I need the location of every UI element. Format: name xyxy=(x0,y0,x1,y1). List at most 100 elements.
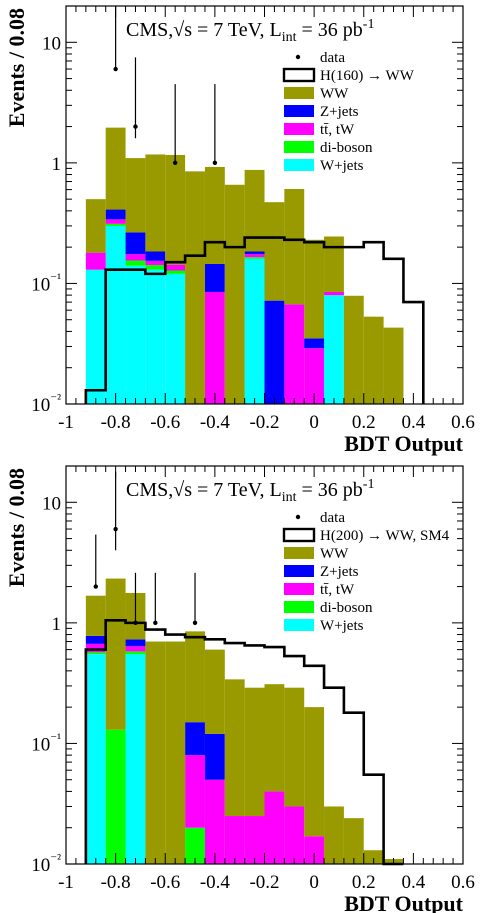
legend-label: WW xyxy=(320,546,349,562)
chart-title: CMS,√s = 7 TeV, Lint = 36 pb-1 xyxy=(126,477,374,505)
legend-data-marker xyxy=(295,514,301,520)
x-tick-label: -0.2 xyxy=(249,872,279,893)
x-tick-label: -0.2 xyxy=(249,412,279,433)
bar-ww-2 xyxy=(125,158,146,233)
bar-ttbar-12 xyxy=(324,291,344,296)
bar-ww-11 xyxy=(304,707,325,837)
bar-ttbar-4 xyxy=(165,264,186,271)
bar-diboson-2 xyxy=(125,260,146,266)
y-tick-label: 10⁻¹ xyxy=(31,270,61,295)
bar-wjets-8 xyxy=(244,258,265,404)
bar-ww-6 xyxy=(204,166,225,264)
bar-wjets-3 xyxy=(145,269,166,404)
bar-diboson-3 xyxy=(145,265,166,270)
bar-ww-3 xyxy=(145,154,166,252)
legend-label: di-boson xyxy=(320,600,373,616)
data-point xyxy=(153,620,158,626)
bar-ttbar-10 xyxy=(284,806,305,864)
bar-diboson-2 xyxy=(125,651,146,655)
bar-ww-1 xyxy=(105,127,126,210)
bar-ww-5 xyxy=(185,171,205,404)
legend-swatch-ttbar xyxy=(284,123,314,135)
data-point xyxy=(113,66,118,72)
bar-ttbar-10 xyxy=(284,304,305,404)
bar-ww-10 xyxy=(284,687,305,807)
bar-ww-15 xyxy=(383,327,404,404)
bar-diboson-0 xyxy=(85,652,106,655)
bar-zjets-2 xyxy=(125,232,146,255)
x-tick-label: 0.6 xyxy=(451,412,475,433)
legend-signal-swatch xyxy=(282,527,316,543)
bar-zjets-5 xyxy=(185,722,205,756)
bar-wjets-4 xyxy=(165,273,186,404)
data-point xyxy=(133,620,138,626)
bar-ww-10 xyxy=(284,189,305,305)
legend-swatch-ttbar xyxy=(284,583,314,595)
bar-wjets-1 xyxy=(105,225,126,404)
x-tick-label: -0.4 xyxy=(200,872,231,893)
bar-ww-12 xyxy=(324,236,344,292)
legend-label: tt̄, tW xyxy=(320,122,355,138)
bar-zjets-0 xyxy=(85,635,106,644)
legend-label: data xyxy=(320,50,345,66)
legend-label: W+jets xyxy=(320,618,364,634)
bar-ww-14 xyxy=(363,850,384,864)
data-point xyxy=(113,526,118,532)
bar-ww-12 xyxy=(324,806,344,864)
x-tick-label: 0 xyxy=(309,412,319,433)
bar-diboson-4 xyxy=(165,270,186,274)
bar-ww-7 xyxy=(224,679,245,817)
legend-label: H(200) → WW, SM4 xyxy=(320,528,450,544)
bar-zjets-6 xyxy=(204,733,225,780)
bar-ww-5 xyxy=(185,631,205,723)
bar-zjets-6 xyxy=(204,263,225,292)
bar-ww-3 xyxy=(145,641,166,864)
bar-ttbar-6 xyxy=(204,291,225,404)
legend-swatch-wjets xyxy=(284,619,314,631)
bar-zjets-11 xyxy=(304,338,325,349)
bar-wjets-2 xyxy=(125,654,146,864)
y-tick-label: 10⁻² xyxy=(31,391,61,416)
y-tick-label: 10⁻¹ xyxy=(31,730,61,755)
bottom-bdt-chart: -1 -0.8 -0.6 -0.4 -0.2 0 0.2 0.4 0.6 10⁻² 10⁻¹ 1 10 B… xyxy=(4,465,475,913)
legend-swatch-ww xyxy=(284,547,314,559)
signal-histogram xyxy=(84,619,404,866)
x-tick-label: 0.6 xyxy=(451,872,475,893)
legend-label: H(160) → WW xyxy=(320,68,415,84)
x-tick-label: -0.8 xyxy=(101,872,131,893)
y-tick-label: 10 xyxy=(42,493,61,514)
x-tick-label: -0.4 xyxy=(200,412,231,433)
bar-ww-9 xyxy=(264,202,285,301)
bar-zjets-3 xyxy=(145,251,166,261)
bar-wjets-0 xyxy=(85,269,106,404)
bar-zjets-2 xyxy=(125,639,146,647)
data-point xyxy=(93,584,98,589)
bar-ww-0 xyxy=(85,595,106,636)
bar-ww-9 xyxy=(264,684,285,792)
x-tick-label: -0.6 xyxy=(150,412,180,433)
data-point xyxy=(192,620,198,626)
legend-label: Z+jets xyxy=(320,104,359,120)
bar-ttbar-2 xyxy=(125,646,146,652)
bar-ttbar-11 xyxy=(304,836,325,864)
bar-ttbar-8 xyxy=(244,816,265,864)
bar-ww-13 xyxy=(343,295,364,404)
x-tick-label: 0.2 xyxy=(352,412,376,433)
legend-swatch-diboson xyxy=(284,601,314,613)
x-tick-label: -1 xyxy=(58,872,74,893)
legend-label: data xyxy=(320,510,345,526)
bar-ww-13 xyxy=(343,818,364,864)
bar-ww-14 xyxy=(363,316,384,404)
x-tick-label: 0.4 xyxy=(402,872,426,893)
bar-wjets-2 xyxy=(125,265,146,404)
data-point xyxy=(212,160,218,166)
bar-zjets-8 xyxy=(244,251,265,255)
y-axis-label: Events / 0.08 xyxy=(4,468,29,587)
legend-signal-swatch xyxy=(282,67,316,83)
bar-ttbar-2 xyxy=(125,254,146,261)
bar-diboson-5 xyxy=(185,827,205,864)
bar-ttbar-0 xyxy=(85,252,106,270)
bar-ww-7 xyxy=(224,184,245,404)
bar-wjets-0 xyxy=(85,654,106,864)
